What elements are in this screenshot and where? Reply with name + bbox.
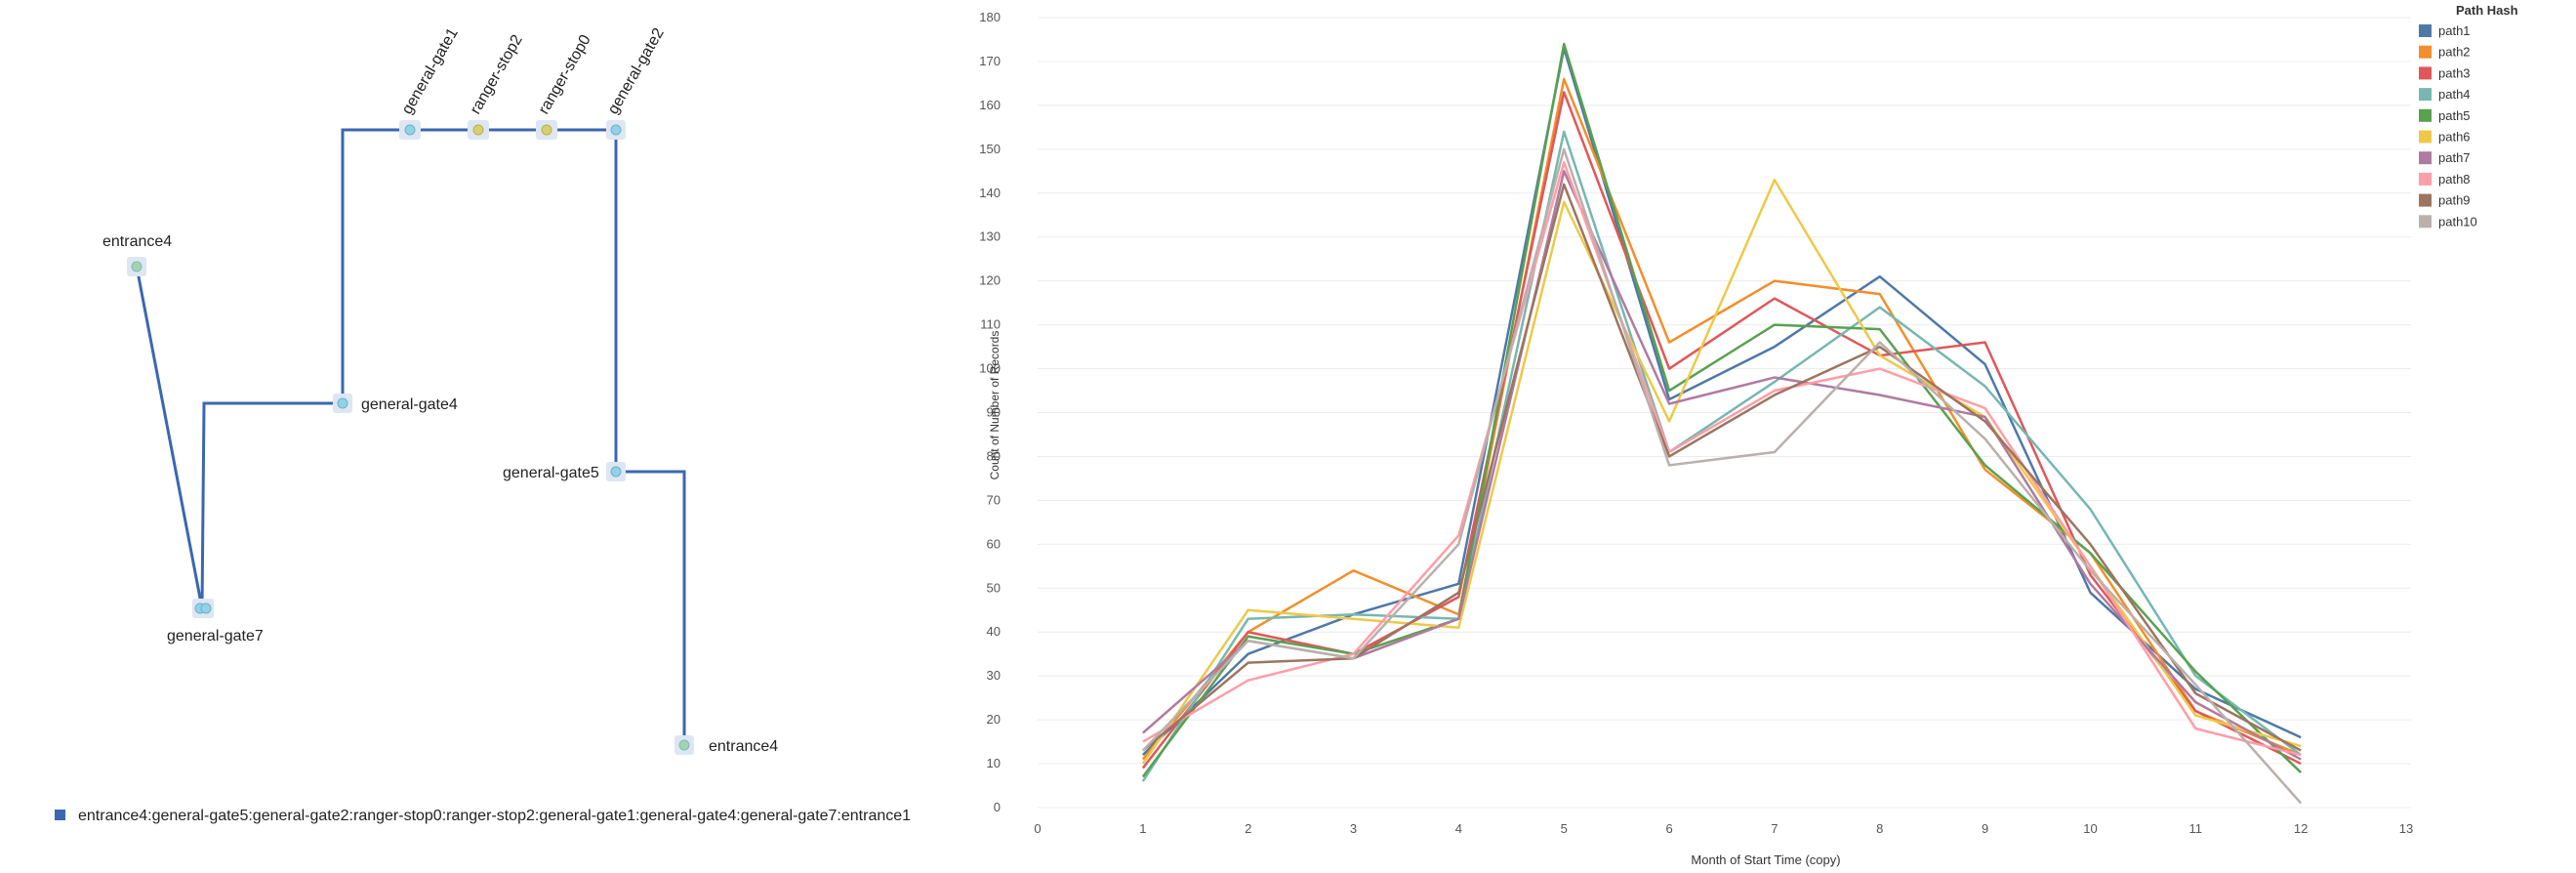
y-tick-label: 100 bbox=[979, 361, 1001, 376]
chart-series bbox=[1141, 42, 2303, 805]
node-label-entrance4-bottom: entrance4 bbox=[709, 738, 778, 755]
path-edges bbox=[135, 128, 686, 745]
node-general-gate1[interactable] bbox=[399, 120, 421, 140]
node-entrance4-bottom[interactable] bbox=[675, 735, 694, 755]
y-tick-label: 50 bbox=[987, 580, 1001, 595]
legend-swatch-path10 bbox=[2419, 215, 2432, 229]
path-legend[interactable]: entrance4:general-gate5:general-gate2:ra… bbox=[55, 808, 911, 824]
legend-swatch-path3 bbox=[2419, 66, 2432, 80]
edge-entrance4-gate7 bbox=[135, 266, 204, 609]
x-tick-label: 1 bbox=[1139, 821, 1146, 836]
x-tick-label: 13 bbox=[2399, 821, 2413, 836]
legend-label-path6[interactable]: path6 bbox=[2438, 130, 2471, 145]
series-line-path5[interactable] bbox=[1141, 42, 2303, 778]
legend-label-path9[interactable]: path9 bbox=[2438, 193, 2471, 208]
node-general-gate7[interactable] bbox=[192, 599, 214, 618]
y-tick-label: 170 bbox=[979, 54, 1001, 68]
node-general-gate2[interactable] bbox=[606, 120, 626, 140]
x-tick-label: 0 bbox=[1034, 821, 1041, 836]
y-tick-label: 0 bbox=[994, 800, 1001, 814]
node-general-gate4[interactable] bbox=[333, 394, 352, 413]
node-general-gate5[interactable] bbox=[606, 462, 626, 481]
node-label-general-gate1: general-gate1 bbox=[399, 25, 462, 117]
y-tick-label: 80 bbox=[987, 448, 1001, 463]
series-line-path10[interactable] bbox=[1141, 147, 2303, 805]
node-label-ranger-stop0: ranger-stop0 bbox=[536, 32, 594, 117]
y-axis-ticks: 0 10 20 30 40 50 60 70 80 90 100 110 120 130 140 150 160… bbox=[979, 10, 1001, 814]
x-tick-label: 8 bbox=[1876, 821, 1883, 836]
legend-swatch-path1 bbox=[2419, 24, 2432, 37]
x-tick-label: 10 bbox=[2083, 821, 2097, 836]
x-tick-label: 3 bbox=[1350, 821, 1357, 836]
series-line-path4[interactable] bbox=[1141, 130, 2302, 782]
y-tick-label: 110 bbox=[980, 317, 1001, 332]
x-tick-label: 9 bbox=[1982, 821, 1988, 836]
series-line-path1[interactable] bbox=[1141, 47, 2302, 756]
y-tick-label: 150 bbox=[979, 142, 1001, 156]
path-legend-label: entrance4:general-gate5:general-gate2:ra… bbox=[78, 808, 911, 824]
legend-swatch-path4 bbox=[2419, 88, 2432, 102]
node-label-general-gate2: general-gate2 bbox=[605, 25, 668, 117]
legend-label-path10[interactable]: path10 bbox=[2438, 214, 2477, 229]
y-tick-label: 160 bbox=[979, 98, 1001, 112]
legend-label-path5[interactable]: path5 bbox=[2438, 108, 2471, 123]
node-ranger-stop2[interactable] bbox=[468, 120, 489, 140]
x-tick-label: 7 bbox=[1771, 821, 1778, 836]
y-tick-label: 140 bbox=[979, 186, 1001, 200]
node-entrance4-top[interactable] bbox=[127, 257, 146, 276]
x-axis-label: Month of Start Time (copy) bbox=[1691, 852, 1840, 867]
x-axis-ticks: 0 1 2 3 4 5 6 7 8 9 10 11 12 13 bbox=[1034, 821, 2413, 836]
y-tick-label: 90 bbox=[987, 405, 1001, 420]
node-ranger-stop0[interactable] bbox=[536, 120, 557, 140]
node-label-ranger-stop2: ranger-stop2 bbox=[468, 32, 526, 117]
series-line-path7[interactable] bbox=[1142, 170, 2302, 761]
legend-label-path4[interactable]: path4 bbox=[2438, 87, 2471, 102]
chart-gridlines bbox=[1038, 17, 2411, 809]
legend-swatch-path5 bbox=[2419, 108, 2432, 122]
legend-swatch-path2 bbox=[2419, 45, 2432, 59]
y-axis-label: Count of Number of Records bbox=[988, 331, 1002, 480]
legend-label-path7[interactable]: path7 bbox=[2438, 150, 2471, 165]
x-tick-label: 11 bbox=[2189, 821, 2203, 836]
path-diagram-panel: entrance4 general-gate7 general-gate4 ge… bbox=[0, 0, 976, 868]
line-chart-panel: 0 10 20 30 40 50 60 70 80 90 100 110 120 130 140 150 160… bbox=[976, 0, 2576, 868]
y-tick-label: 40 bbox=[987, 624, 1001, 639]
legend-label-path3[interactable]: path3 bbox=[2438, 65, 2471, 80]
legend-swatch-path7 bbox=[2419, 151, 2432, 165]
node-label-general-gate4: general-gate4 bbox=[361, 396, 458, 413]
edge-gate4-gate1 bbox=[341, 128, 409, 403]
y-tick-label: 130 bbox=[979, 229, 1001, 244]
legend-swatch-path9 bbox=[2419, 193, 2432, 207]
legend-title: Path Hash bbox=[2456, 3, 2518, 18]
line-chart: 0102030405060708090100110120130140150160… bbox=[979, 3, 2518, 867]
y-tick-label: 180 bbox=[979, 10, 1001, 24]
node-label-entrance4-top: entrance4 bbox=[102, 233, 172, 250]
legend-swatch-path6 bbox=[2419, 130, 2432, 144]
node-label-general-gate5: general-gate5 bbox=[503, 465, 599, 481]
y-tick-label: 30 bbox=[987, 668, 1001, 683]
edge-gate5-entrance4 bbox=[616, 470, 686, 745]
path-legend-swatch bbox=[55, 810, 65, 820]
y-tick-label: 120 bbox=[979, 273, 1001, 288]
x-tick-label: 6 bbox=[1665, 821, 1672, 836]
series-line-path2[interactable] bbox=[1141, 77, 2302, 761]
legend-label-path2[interactable]: path2 bbox=[2438, 45, 2471, 60]
series-line-path9[interactable] bbox=[1142, 183, 2302, 752]
chart-legend: Path Hash path1 path2 path3 path4 path5 path6… bbox=[2419, 3, 2518, 229]
legend-label-path1[interactable]: path1 bbox=[2438, 23, 2471, 38]
node-label-general-gate7: general-gate7 bbox=[167, 628, 264, 644]
x-tick-label: 12 bbox=[2294, 821, 2308, 836]
y-tick-label: 20 bbox=[987, 712, 1001, 727]
legend-label-path8[interactable]: path8 bbox=[2438, 172, 2471, 187]
edge-gate7-gate4 bbox=[200, 401, 343, 609]
y-tick-label: 10 bbox=[987, 756, 1001, 770]
y-tick-label: 70 bbox=[987, 492, 1001, 507]
y-tick-label: 60 bbox=[987, 536, 1001, 551]
x-tick-label: 4 bbox=[1455, 821, 1462, 836]
x-tick-label: 5 bbox=[1561, 821, 1568, 836]
legend-swatch-path8 bbox=[2419, 172, 2432, 186]
path-diagram: entrance4 general-gate7 general-gate4 ge… bbox=[55, 25, 911, 824]
x-tick-label: 2 bbox=[1245, 821, 1251, 836]
